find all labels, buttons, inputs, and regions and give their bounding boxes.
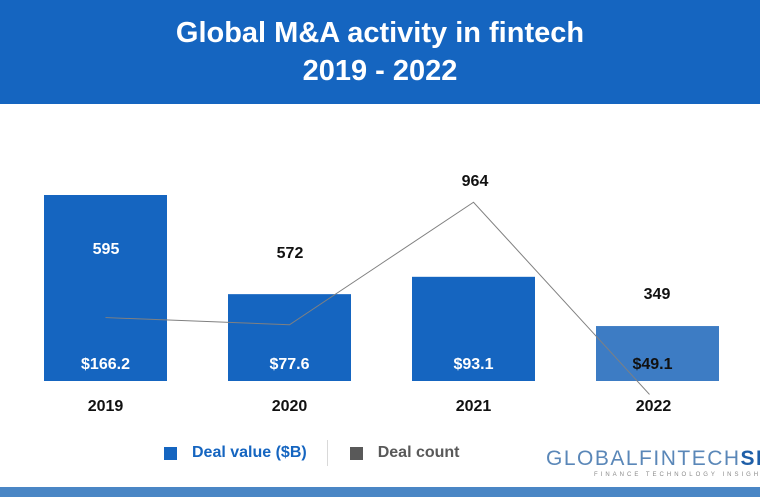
bar-2020 bbox=[228, 294, 351, 381]
bar-2019 bbox=[44, 195, 167, 381]
legend-swatch-deal-count bbox=[349, 446, 363, 460]
x-tick-label-2021: 2021 bbox=[456, 398, 492, 415]
legend-label-deal-count: Deal count bbox=[377, 444, 460, 461]
bar-2022 bbox=[596, 326, 719, 381]
deal-count-label-2019: 595 bbox=[93, 241, 120, 258]
footer-bar bbox=[0, 487, 760, 497]
chart-legend: Deal value ($B) Deal count bbox=[164, 440, 460, 466]
deal-value-label-2019: $166.2 bbox=[81, 356, 130, 373]
deal-count-label-2020: 572 bbox=[277, 245, 304, 262]
deal-value-label-2022: $49.1 bbox=[632, 356, 672, 373]
x-tick-label-2020: 2020 bbox=[272, 398, 308, 415]
legend-swatch-deal-value bbox=[164, 446, 177, 460]
chart-header: Global M&A activity in fintech 2019 - 20… bbox=[0, 0, 760, 104]
legend-divider bbox=[326, 440, 328, 466]
x-tick-label-2019: 2019 bbox=[88, 398, 124, 415]
chart-title-line2: 2019 - 2022 bbox=[302, 55, 458, 87]
legend-item-deal-value: Deal value ($B) bbox=[164, 444, 307, 462]
logo-tagline: FINANCE TECHNOLOGY INSIGHTS bbox=[594, 472, 760, 478]
deal-value-label-2020: $77.6 bbox=[269, 356, 309, 373]
chart-title-line1: Global M&A activity in fintech bbox=[175, 17, 585, 49]
logo-wordmark: GLOBALFINTECHSE bbox=[546, 447, 760, 471]
bar-2021 bbox=[412, 276, 535, 381]
logo-wordmark-light: GLOBALFINTECH bbox=[546, 447, 741, 470]
brand-logo: GLOBALFINTECHSE FINANCE TECHNOLOGY INSIG… bbox=[546, 447, 760, 487]
chart-plot: 595 572 964 349 $166.2 $77.6 $93.1 $49.1 2019 202… bbox=[44, 173, 719, 415]
deal-value-label-2021: $93.1 bbox=[453, 356, 493, 373]
deal-count-line bbox=[105, 201, 650, 395]
legend-label-deal-value: Deal value ($B) bbox=[192, 444, 307, 461]
deal-count-label-2021: 964 bbox=[462, 173, 489, 190]
deal-count-label-2022: 349 bbox=[644, 286, 671, 303]
logo-wordmark-bold: SE bbox=[740, 447, 760, 470]
x-tick-label-2022: 2022 bbox=[636, 398, 672, 415]
legend-item-deal-count: Deal count bbox=[349, 444, 460, 462]
